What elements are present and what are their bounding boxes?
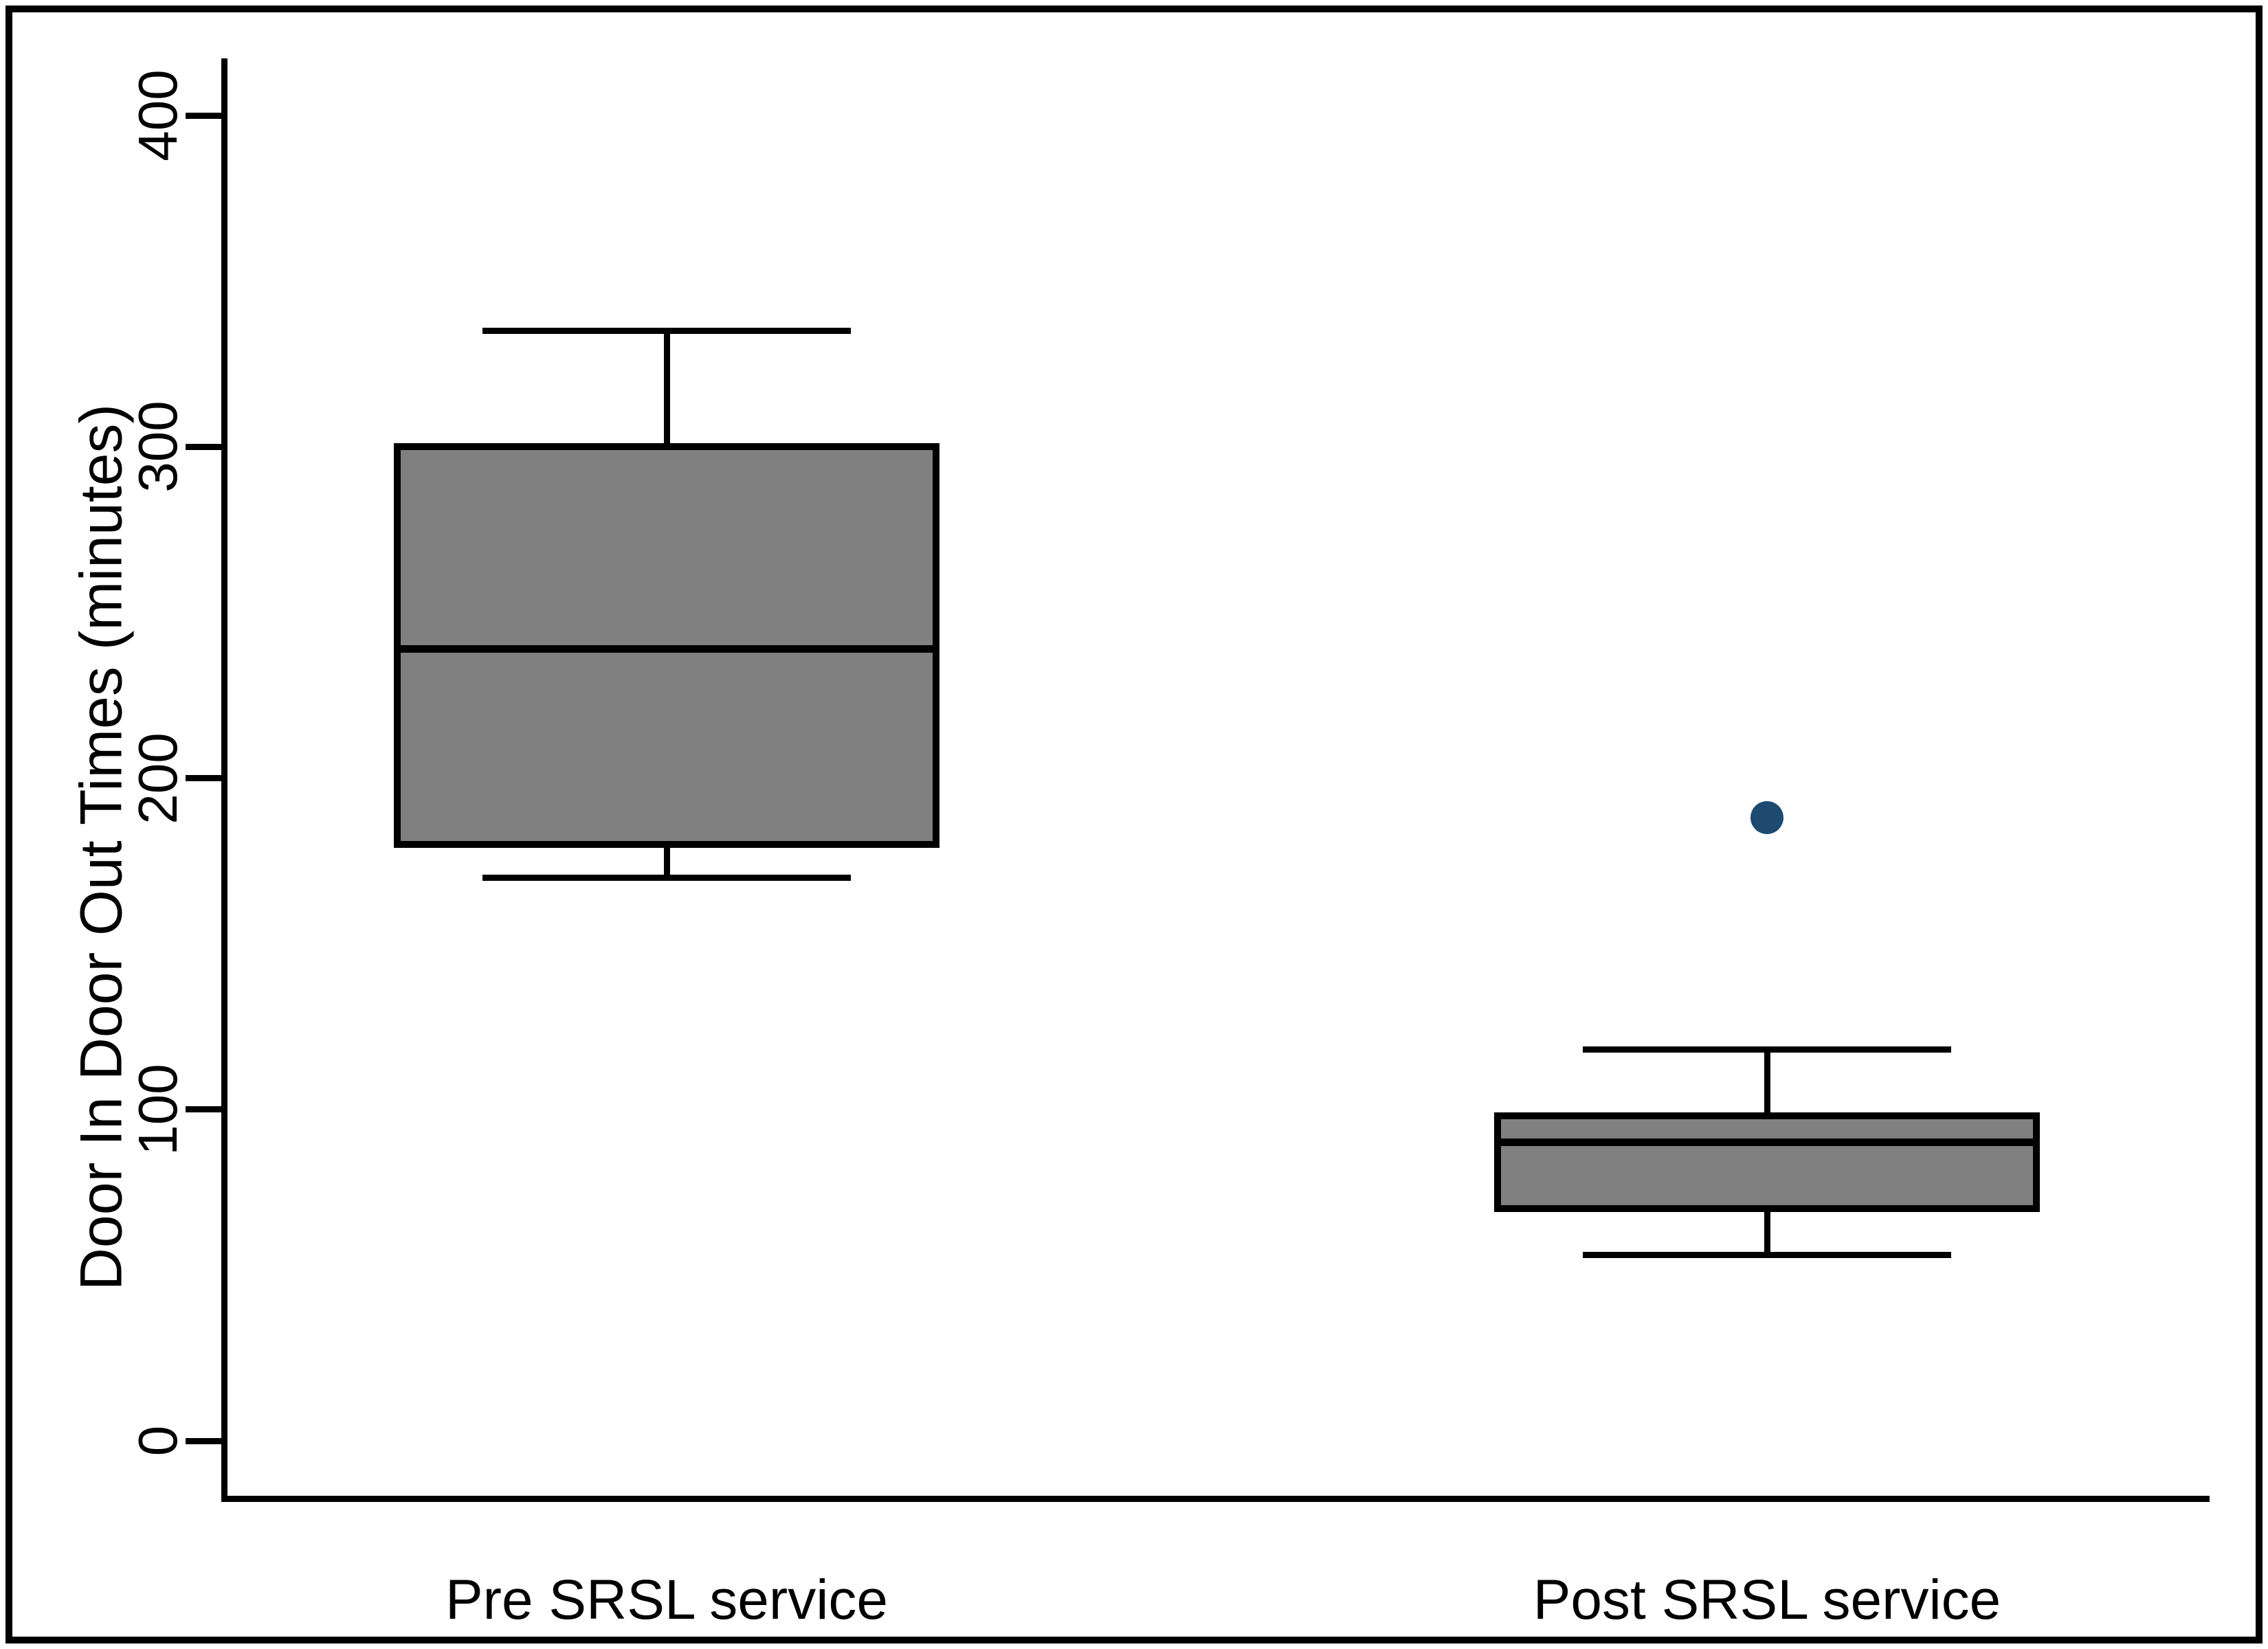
iqr-box	[1494, 1112, 2040, 1213]
y-tick-mark	[186, 112, 224, 119]
lower-whisker-cap	[482, 874, 851, 881]
upper-whisker-stem	[663, 330, 670, 447]
figure-border	[5, 5, 2263, 1644]
x-axis-line	[221, 1496, 2210, 1502]
upper-whisker-stem	[1764, 1049, 1770, 1117]
upper-whisker-cap	[482, 327, 851, 334]
x-category-label: Post SRSL service	[1533, 1569, 2001, 1631]
median-line	[394, 644, 940, 653]
lower-whisker-cap	[1583, 1252, 1951, 1259]
median-line	[1494, 1138, 2040, 1147]
lower-whisker-stem	[1764, 1209, 1770, 1255]
lower-whisker-stem	[663, 844, 670, 878]
x-category-label: Pre SRSL service	[445, 1569, 889, 1631]
y-tick-mark	[186, 443, 224, 450]
upper-whisker-cap	[1583, 1046, 1951, 1053]
y-tick-mark	[186, 1437, 224, 1444]
outlier-point	[1750, 801, 1783, 835]
y-axis-line	[221, 58, 227, 1501]
y-tick-mark	[186, 775, 224, 781]
y-tick-mark	[186, 1106, 224, 1113]
